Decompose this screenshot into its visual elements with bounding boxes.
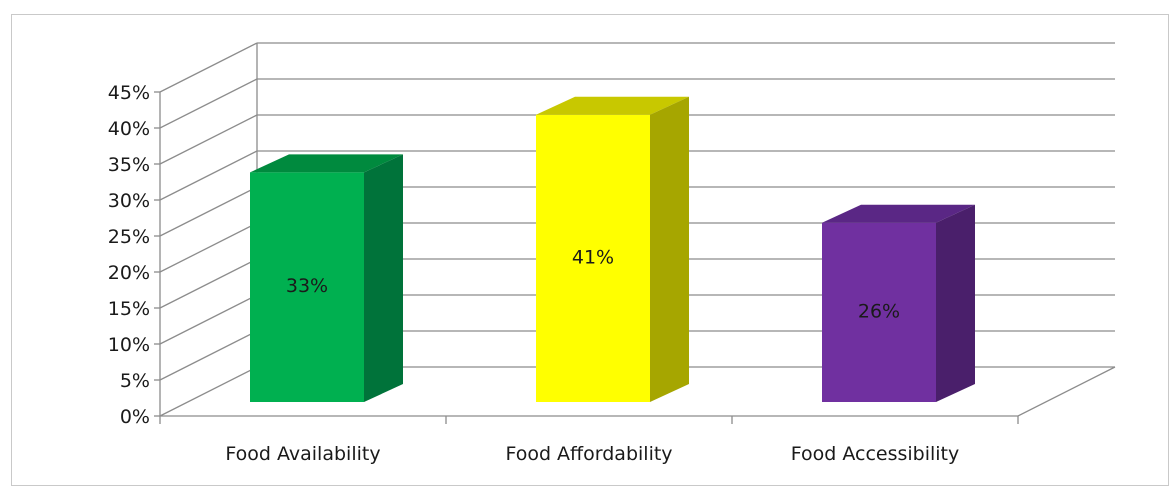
bar: [822, 222, 936, 402]
side-wall-gridline: [159, 42, 258, 93]
bar-side: [936, 204, 975, 402]
x-category-label: Food Availability: [225, 443, 380, 465]
side-wall-gridline: [159, 78, 258, 129]
side-wall-gridline: [159, 294, 258, 345]
bar-side: [650, 96, 689, 403]
y-tick-label: 35%: [108, 154, 150, 176]
y-tick-label: 20%: [108, 262, 150, 284]
y-tick-label: 0%: [120, 406, 150, 428]
data-label: 33%: [286, 275, 328, 297]
side-wall-gridline: [159, 258, 258, 309]
data-label: 26%: [858, 300, 900, 322]
bar-top: [536, 96, 689, 115]
side-wall-gridline: [159, 186, 258, 237]
bar: [536, 114, 650, 403]
y-tick-label: 15%: [108, 298, 150, 320]
x-category-label: Food Affordability: [505, 443, 672, 465]
side-wall-gridline: [159, 150, 258, 201]
bar-top: [250, 154, 403, 173]
y-tick-label: 5%: [120, 370, 150, 392]
y-tick-label: 25%: [108, 226, 150, 248]
y-tick-label: 30%: [108, 190, 150, 212]
side-wall-gridline: [159, 366, 258, 417]
bar-top: [822, 204, 975, 223]
y-tick-label: 40%: [108, 118, 150, 140]
bar: [250, 172, 364, 402]
bar-side: [364, 154, 403, 402]
side-wall-gridline: [159, 222, 258, 273]
x-category-label: Food Accessibility: [791, 443, 960, 465]
y-tick-label: 45%: [108, 82, 150, 104]
y-tick-label: 10%: [108, 334, 150, 356]
side-wall-gridline: [159, 114, 258, 165]
side-wall-gridline: [159, 330, 258, 381]
data-label: 41%: [572, 246, 614, 268]
